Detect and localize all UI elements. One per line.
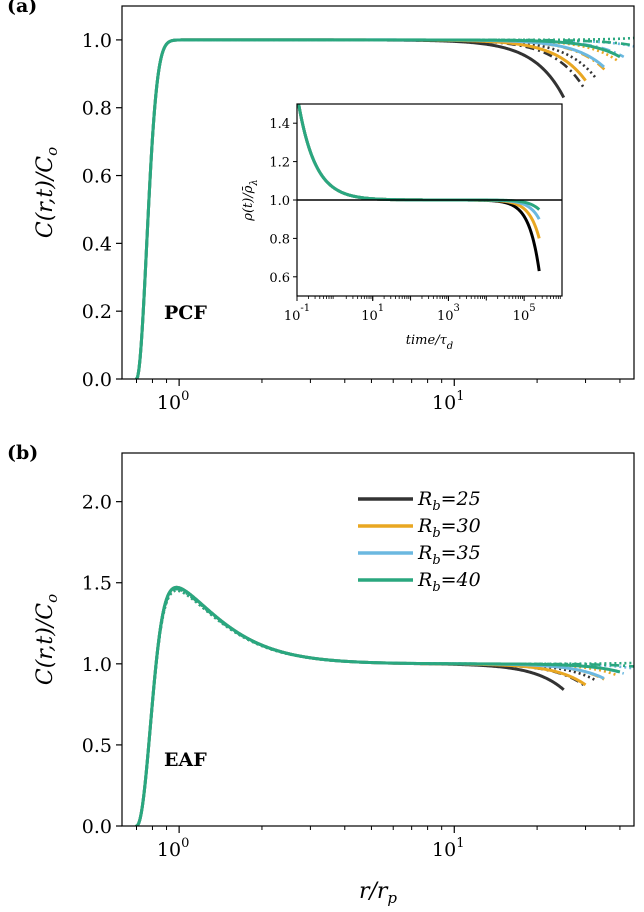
series-line-rb30-variant-1 <box>135 587 606 826</box>
y-axis-label: C(r,t)/Co​ <box>33 594 61 685</box>
series-line-rb40 <box>135 585 621 826</box>
inset-y-tick-label: 0.6 <box>269 271 290 286</box>
inset-x-tick-label: 105​ <box>513 303 536 324</box>
inset-y-tick-label: 1.4 <box>269 117 290 132</box>
legend-label: Rb​=40 <box>417 569 481 595</box>
axes-frame <box>121 452 635 827</box>
y-tick-label: 0.6 <box>82 166 112 188</box>
series-line-rb40-variant-1 <box>135 38 634 379</box>
panel-b: 0.0 0.5 1.0 1.5 2.0 100​ 101​ C(r,t)/Co​ r/rp​ (b… <box>7 442 635 907</box>
x-tick-label: 100​ <box>157 389 189 414</box>
inset-x-axis-label: time/τd​ <box>406 333 453 352</box>
y-tick-label: 0.4 <box>82 233 112 255</box>
series-line-rb40-variant-2 <box>135 589 634 826</box>
series-line-rb25-variant-2 <box>135 589 596 826</box>
y-axis-label: C(r,t)/Co​ <box>33 147 61 238</box>
series-group <box>135 585 634 826</box>
inset-y-axis-label: ρ(t)/ρ̄λ​ <box>241 179 260 221</box>
y-tick-label: 0.5 <box>82 735 112 757</box>
y-tick-label: 1.5 <box>82 573 112 595</box>
series-line-rb40-variant-1 <box>135 587 634 826</box>
panel-label: (b) <box>7 442 38 464</box>
panel-a: 0.0 0.2 0.4 0.6 0.8 1.0 100​ 101​ C(r,t)/Co​ (a) P… <box>7 0 635 414</box>
series-line-rb35-variant-1 <box>135 587 625 826</box>
inset-y-tick-label: 1.0 <box>269 194 290 209</box>
legend-label: Rb​=30 <box>417 515 481 541</box>
inset-x-tick-label: 101​ <box>361 303 384 324</box>
panel-label: (a) <box>7 0 37 17</box>
series-line-rb25-variant-1 <box>135 587 585 826</box>
series-line-rb35 <box>135 585 605 826</box>
inset-x-tick-label: 103​ <box>437 303 460 324</box>
y-tick-label: 0.8 <box>82 98 112 120</box>
x-axis-label: r/rp​ <box>359 879 397 907</box>
panel-annotation: EAF <box>164 749 207 771</box>
y-tick-label: 1.0 <box>82 654 112 676</box>
series-line-rb30 <box>135 585 587 826</box>
x-tick-label: 100​ <box>157 836 189 861</box>
series-line-rb40-variant-2 <box>135 36 634 379</box>
y-tick-label: 1.0 <box>82 30 112 52</box>
y-tick-label: 0.2 <box>82 301 112 323</box>
panel-annotation: PCF <box>164 302 207 324</box>
inset-x-tick-label: 10-1​ <box>284 303 310 324</box>
x-tick-label: 101​ <box>432 836 464 861</box>
series-line-rb30-variant-2 <box>135 589 618 826</box>
inset-y-tick-label: 1.2 <box>269 156 290 171</box>
series-group <box>135 36 634 379</box>
inset-y-tick-label: 0.8 <box>269 232 290 247</box>
series-line-rb35-variant-2 <box>135 589 634 826</box>
series-line-rb25 <box>135 585 565 826</box>
y-tick-label: 0.0 <box>82 816 112 838</box>
y-tick-label: 2.0 <box>82 492 112 514</box>
y-tick-label: 0.0 <box>82 369 112 391</box>
x-tick-label: 101​ <box>432 389 464 414</box>
legend-label: Rb​=25 <box>417 488 481 514</box>
axes-frame <box>121 5 635 380</box>
legend-label: Rb​=35 <box>417 542 481 568</box>
